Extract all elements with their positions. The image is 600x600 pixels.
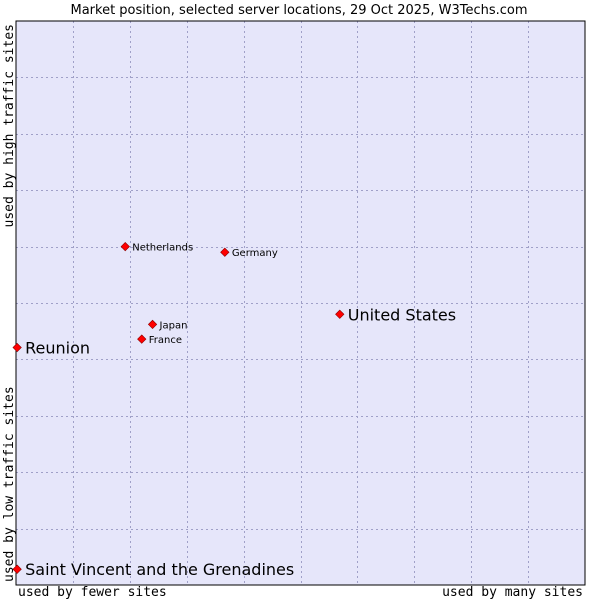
- gridlines: [16, 21, 585, 585]
- plot-background: [16, 21, 585, 585]
- point-label-united-states: United States: [348, 305, 456, 324]
- point-label-japan: Japan: [159, 320, 188, 331]
- point-label-netherlands: Netherlands: [132, 243, 193, 254]
- y-axis-label-top: used by high traffic sites: [2, 24, 17, 228]
- x-axis-label-left: used by fewer sites: [18, 585, 167, 600]
- point-marker-japan: [147, 319, 158, 330]
- data-points: Netherlands Germany United States Japan Fran…: [12, 241, 456, 579]
- point-label-france: France: [149, 335, 182, 346]
- point-marker-france: [137, 334, 147, 344]
- point-label-saint-vincent-and-the-grenadines: Saint Vincent and the Grenadines: [25, 560, 294, 579]
- point-marker-united-states: [335, 309, 345, 319]
- point-marker-saint-vincent-and-the-grenadines: [12, 564, 22, 574]
- y-axis-label-bottom: used by low traffic sites: [2, 386, 17, 582]
- point-label-reunion: Reunion: [25, 339, 90, 358]
- point-marker-netherlands: [120, 241, 130, 252]
- chart-title: Market position, selected server locatio…: [70, 3, 527, 18]
- point-label-germany: Germany: [232, 248, 278, 259]
- plot-frame: [15, 20, 586, 586]
- point-marker-reunion: [12, 342, 22, 353]
- x-axis-label-right: used by many sites: [442, 585, 583, 600]
- point-marker-germany: [220, 247, 230, 257]
